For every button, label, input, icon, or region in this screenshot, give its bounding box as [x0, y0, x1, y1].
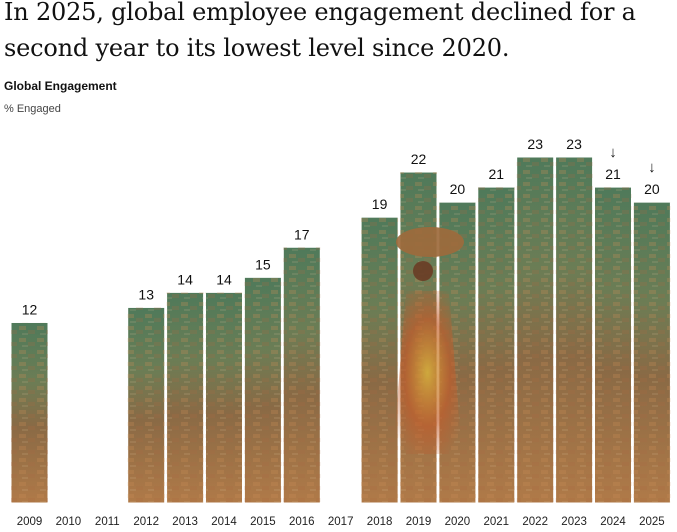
bar-texture-2012 — [127, 307, 165, 503]
x-tick-label-2018: 2018 — [367, 516, 393, 528]
down-arrow-icon: ↓ — [648, 159, 656, 176]
x-tick-label-2013: 2013 — [172, 516, 198, 528]
value-label-2013: 14 — [177, 271, 193, 287]
bar-texture-2021 — [477, 187, 515, 503]
basket-shape — [396, 227, 464, 257]
x-tick-label-2022: 2022 — [522, 516, 548, 528]
value-label-2012: 13 — [138, 286, 154, 302]
x-tick-label-2020: 2020 — [445, 516, 471, 528]
value-label-2021: 21 — [489, 166, 505, 182]
value-label-2025: 20 — [644, 181, 660, 197]
bar-texture-2009 — [11, 322, 48, 503]
value-label-2024: 21 — [605, 166, 621, 182]
value-label-2019: 22 — [411, 151, 427, 167]
value-label-2023: 23 — [566, 136, 582, 152]
x-tick-label-2023: 2023 — [561, 516, 587, 528]
x-tick-label-2012: 2012 — [133, 516, 159, 528]
worker-head — [413, 261, 433, 281]
value-label-2014: 14 — [216, 271, 232, 287]
bar-texture-2025 — [633, 202, 671, 503]
x-tick-label-2024: 2024 — [600, 516, 626, 528]
x-tick-label-2014: 2014 — [211, 516, 237, 528]
value-label-2018: 19 — [372, 196, 388, 212]
bar-texture-2013 — [166, 292, 204, 503]
chart-headline: In 2025, global employee engagement decl… — [4, 0, 636, 62]
y-axis-label: % Engaged — [4, 103, 61, 115]
value-label-2016: 17 — [294, 226, 310, 242]
x-tick-label-2016: 2016 — [289, 516, 315, 528]
worker-saree-shape — [393, 291, 462, 454]
bar-texture-2015 — [244, 277, 282, 503]
x-tick-label-2010: 2010 — [56, 516, 82, 528]
x-tick-label-2021: 2021 — [484, 516, 510, 528]
x-tick-label-2009: 2009 — [17, 516, 43, 528]
x-tick-label-2015: 2015 — [250, 516, 276, 528]
x-tick-label-2011: 2011 — [95, 516, 120, 528]
value-label-2022: 23 — [527, 136, 543, 152]
value-label-2015: 15 — [255, 256, 271, 272]
bar-texture-2018 — [361, 217, 399, 504]
down-arrow-icon: ↓ — [609, 144, 617, 161]
bar-texture-2022 — [516, 157, 554, 503]
bar-texture-2014 — [205, 292, 243, 503]
bar-texture-2023 — [555, 157, 593, 503]
bar-texture-2016 — [283, 247, 321, 503]
bar-texture-2024 — [594, 187, 632, 503]
x-tick-label-2019: 2019 — [406, 516, 432, 528]
x-tick-label-2017: 2017 — [328, 516, 354, 528]
value-label-2020: 20 — [450, 181, 466, 197]
worker-photo-overlay — [393, 227, 464, 454]
x-tick-label-2025: 2025 — [639, 516, 665, 528]
chart-title: Global Engagement — [4, 79, 117, 93]
value-label-2009: 12 — [22, 301, 38, 317]
